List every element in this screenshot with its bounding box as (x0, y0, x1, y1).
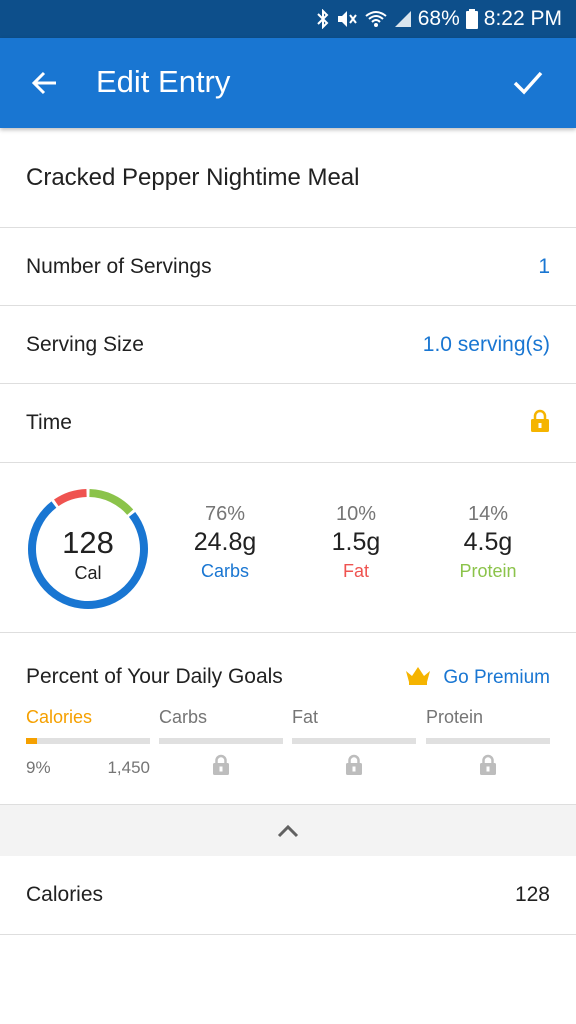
macro-name: Fat (342, 561, 369, 581)
ring-cal-label: Cal (74, 563, 101, 583)
macro-amount: 24.8g (193, 528, 257, 556)
ring-segment-protein (89, 489, 134, 515)
macro-fat: 10% 1.5g Fat (296, 503, 416, 582)
time-row[interactable]: Time (0, 384, 576, 463)
chevron-up-icon (277, 824, 299, 837)
macro-amount: 4.5g (463, 528, 513, 556)
arrow-left-icon (31, 71, 56, 95)
goals-title: Percent of Your Daily Goals (26, 665, 283, 688)
goal-name: Fat (292, 707, 319, 727)
servings-row[interactable]: Number of Servings 1 (0, 228, 576, 306)
serving-size-label: Serving Size (26, 332, 144, 356)
macro-protein: 14% 4.5g Protein (428, 503, 548, 582)
ring-segment-fat (54, 489, 87, 507)
ring-calories: 128 (62, 525, 114, 560)
lock-icon (426, 754, 550, 781)
go-premium-label: Go Premium (443, 666, 550, 688)
goal-name: Carbs (159, 707, 208, 727)
app-bar: Edit Entry (0, 38, 576, 128)
serving-size-value[interactable]: 1.0 serving(s) (422, 332, 550, 356)
macro-carbs: 76% 24.8g Carbs (165, 503, 285, 582)
goal-bar (292, 738, 416, 744)
servings-value[interactable]: 1 (538, 254, 550, 278)
macro-name: Carbs (200, 561, 249, 581)
back-button[interactable] (28, 66, 62, 100)
wifi-icon (364, 9, 388, 29)
macro-percent: 10% (335, 503, 377, 525)
checkmark-icon (513, 71, 543, 95)
goal-protein: Protein (426, 707, 550, 781)
macro-amount: 1.5g (331, 528, 381, 556)
mute-icon (336, 9, 358, 29)
status-bar: 68% 8:22 PM (0, 0, 576, 38)
page-title: Edit Entry (96, 64, 231, 99)
goal-carbs: Carbs (159, 707, 283, 781)
crown-icon (405, 665, 431, 690)
time-label: Time (26, 411, 72, 434)
lock-icon (292, 754, 416, 781)
goal-bar (26, 738, 150, 744)
goal-percent: 9% (26, 758, 51, 777)
lock-icon (159, 754, 283, 781)
goal-bar-fill (26, 738, 38, 744)
goal-fat: Fat (292, 707, 416, 781)
calories-value: 128 (514, 883, 550, 906)
save-button[interactable] (510, 64, 546, 100)
food-name: Cracked Pepper Nightime Meal (26, 163, 360, 191)
battery-percent: 68% (417, 7, 460, 30)
goal-bar (159, 738, 283, 744)
clock: 8:22 PM (483, 7, 562, 30)
goal-name: Protein (426, 707, 484, 727)
go-premium-link[interactable]: Go Premium (405, 665, 550, 690)
nutrition-calories-row: Calories 128 (0, 856, 576, 935)
bluetooth-icon (316, 9, 330, 29)
signal-icon (394, 10, 412, 28)
macro-percent: 76% (204, 503, 246, 525)
macro-percent: 14% (467, 503, 509, 525)
lock-icon[interactable] (530, 409, 550, 438)
macro-summary: 128 Cal 76% 24.8g Carbs 10% 1.5g Fat 14%… (0, 463, 576, 633)
serving-size-row[interactable]: Serving Size 1.0 serving(s) (0, 306, 576, 384)
goal-bar (426, 738, 550, 744)
goal-target: 1,450 (107, 758, 150, 777)
goal-name: Calories (26, 707, 93, 727)
battery-icon (465, 9, 478, 29)
goal-calories: Calories 9% 1,450 (26, 707, 150, 778)
calories-label: Calories (26, 883, 104, 906)
macro-name: Protein (459, 561, 517, 581)
calorie-ring: 128 Cal (28, 489, 148, 609)
ring-segment-carbs (28, 501, 148, 609)
collapse-toggle[interactable] (0, 805, 576, 856)
food-name-row: Cracked Pepper Nightime Meal (0, 128, 576, 228)
servings-label: Number of Servings (26, 254, 212, 278)
daily-goals-section: Percent of Your Daily Goals Go Premium C… (0, 633, 576, 805)
